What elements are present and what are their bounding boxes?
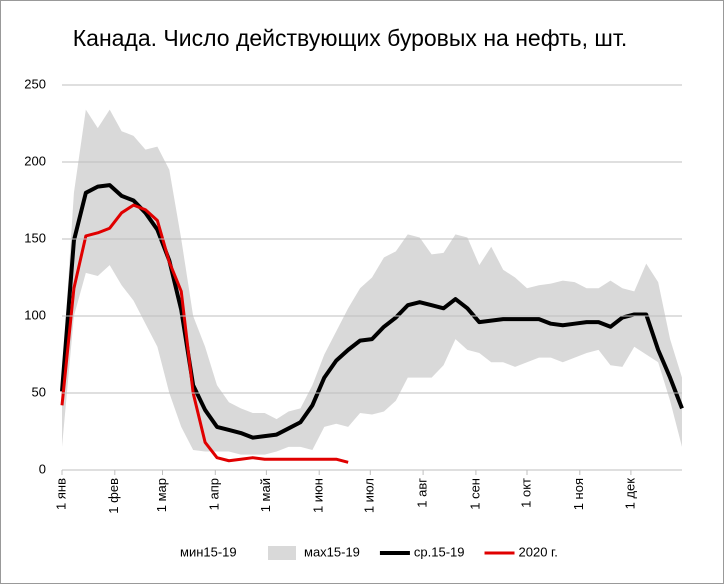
x-tick-label: 1 авг [415,478,430,508]
legend-label: ср.15-19 [414,544,465,559]
x-tick-label: 1 мар [154,478,169,512]
y-tick-label: 0 [39,461,46,476]
area [62,265,682,470]
y-tick-label: 100 [24,307,46,322]
y-tick-label: 50 [32,384,46,399]
x-tick-label: 1 сен [467,478,482,510]
x-tick-label: 1 фев [106,478,121,514]
legend-label: мин15-19 [180,544,237,559]
line [60,203,349,464]
x-tick-label: 1 дек [622,478,637,510]
x-tick-label: 1 апр [207,478,222,510]
x-tick-label: 1 ноя [571,478,586,510]
x-tick-label: 1 окт [518,478,533,508]
x-tick-label: 1 июл [362,478,377,513]
legend-label: 2020 г. [519,544,558,559]
y-tick-label: 250 [24,76,46,91]
legend-swatch [268,546,296,560]
y-tick-label: 150 [24,230,46,245]
chart-title: Канада. Число действующих буровых на неф… [73,25,627,51]
legend-label: мах15-19 [304,544,360,559]
y-tick-label: 200 [24,153,46,168]
x-tick-label: 1 июн [311,478,326,513]
x-tick-label: 1 янв [53,478,68,510]
plot [60,109,684,470]
legend-swatch [178,546,206,560]
x-tick-label: 1 май [258,478,273,512]
